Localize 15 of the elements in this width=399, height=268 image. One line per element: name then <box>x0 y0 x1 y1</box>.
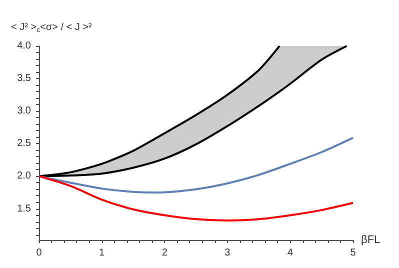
y-tick-label: 4.0 <box>17 40 32 52</box>
x-axis-title: βFL <box>361 234 380 246</box>
line-series <box>38 175 354 222</box>
x-tick-label: 3 <box>224 248 231 258</box>
y-tick-label: 1.5 <box>17 203 32 214</box>
x-tick-label: 4 <box>287 248 294 258</box>
y-tick-label: 2.0 <box>17 170 32 182</box>
line-series <box>38 136 354 194</box>
y-tick-label: 2.5 <box>17 138 32 150</box>
y-tick-label: 3.5 <box>17 73 32 84</box>
y-tick-label: 3.0 <box>17 106 32 117</box>
x-tick-label: 5 <box>350 248 356 258</box>
x-tick-label: 1 <box>99 248 106 258</box>
x-tick-label: 0 <box>36 248 42 258</box>
x-tick-label: 2 <box>162 248 168 258</box>
